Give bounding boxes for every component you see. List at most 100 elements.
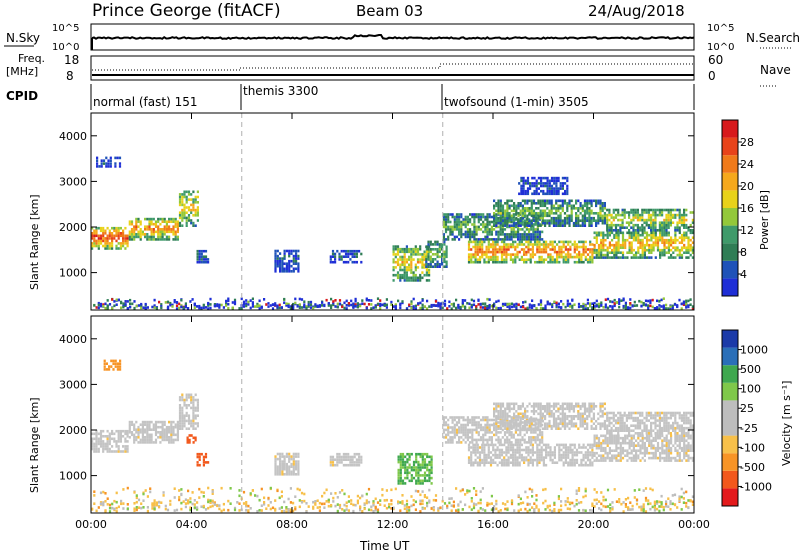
scatter-cell <box>641 226 644 229</box>
scatter-cell <box>467 240 471 244</box>
scatter-cell <box>584 451 587 454</box>
scatter-cell <box>144 225 147 228</box>
scatter-cell <box>529 243 532 246</box>
scatter-cell <box>342 255 345 258</box>
scatter-cell <box>506 212 509 215</box>
scatter-cell <box>112 362 115 365</box>
scatter-cell <box>589 451 592 454</box>
scatter-cell <box>528 235 531 239</box>
scatter-cell <box>436 263 439 266</box>
colorbar-segment <box>722 155 738 173</box>
scatter-cell <box>516 451 519 454</box>
scatter-cell <box>137 225 140 228</box>
scatter-cell <box>497 238 500 241</box>
scatter-cell <box>494 443 497 447</box>
scatter-cell <box>590 221 593 225</box>
scatter-cell <box>298 303 301 306</box>
scatter-cell <box>349 455 352 459</box>
scatter-cell <box>478 456 482 459</box>
scatter-cell <box>509 245 512 249</box>
scatter-cell <box>564 456 567 459</box>
scatter-cell <box>137 436 140 439</box>
scatter-cell <box>124 450 127 453</box>
scatter-cell <box>506 431 509 434</box>
scatter-cell <box>107 165 110 168</box>
scatter-cell <box>654 208 657 212</box>
scatter-cell <box>558 255 561 259</box>
scatter-cell <box>399 452 402 456</box>
scatter-cell <box>617 454 620 457</box>
scatter-cell <box>117 226 120 230</box>
scatter-cell <box>560 456 563 459</box>
scatter-cell <box>274 457 277 461</box>
scatter-cell <box>442 215 445 219</box>
scatter-cell <box>669 213 672 217</box>
scatter-cell <box>519 233 522 236</box>
scatter-cell <box>586 453 590 457</box>
scatter-cell <box>520 189 523 193</box>
scatter-cell <box>453 215 456 219</box>
scatter-cell <box>462 418 465 422</box>
scatter-cell <box>573 245 576 249</box>
scatter-cell <box>472 303 476 307</box>
scatter-cell <box>383 302 386 306</box>
scatter-cell <box>494 456 497 459</box>
scatter-cell <box>183 417 186 420</box>
scatter-cell <box>181 193 184 196</box>
scatter-cell <box>665 238 668 242</box>
scatter-cell <box>96 165 99 168</box>
scatter-cell <box>678 229 681 232</box>
scatter-cell <box>547 243 550 246</box>
scatter-cell <box>621 246 625 249</box>
scatter-cell <box>568 204 571 208</box>
scatter-cell <box>379 307 382 310</box>
scatter-cell <box>589 260 592 264</box>
scatter-cell <box>663 238 666 242</box>
scatter-cell <box>192 201 195 204</box>
scatter-cell <box>118 165 122 168</box>
scatter-cell <box>575 221 578 225</box>
scatter-cell <box>196 409 199 412</box>
scatter-cell <box>505 260 508 264</box>
scatter-cell <box>111 234 114 238</box>
scatter-cell <box>281 470 284 474</box>
scatter-cell <box>551 458 554 462</box>
scatter-cell <box>471 223 474 226</box>
scatter-cell <box>601 202 604 205</box>
scatter-cell <box>399 247 402 251</box>
scatter-cell <box>497 199 500 203</box>
scatter-cell <box>475 441 478 444</box>
scatter-cell <box>119 362 122 365</box>
scatter-cell <box>575 207 578 210</box>
scatter-cell <box>540 184 543 188</box>
scatter-cell <box>500 453 504 457</box>
scatter-cell <box>546 202 549 205</box>
scatter-cell <box>571 458 574 462</box>
scatter-cell <box>532 436 535 439</box>
scatter-cell <box>600 456 603 460</box>
scatter-cell <box>196 463 199 467</box>
scatter-cell <box>542 189 545 193</box>
scatter-cell <box>506 219 509 222</box>
scatter-cell <box>524 307 527 310</box>
scatter-cell <box>652 223 655 227</box>
scatter-cell <box>626 436 629 440</box>
scatter-cell <box>103 368 106 371</box>
scatter-cell <box>641 238 644 242</box>
scatter-cell <box>524 221 527 225</box>
scatter-cell <box>466 428 469 432</box>
scatter-cell <box>285 304 288 307</box>
scatter-cell <box>340 255 343 258</box>
scatter-cell <box>685 256 688 259</box>
scatter-cell <box>499 216 502 220</box>
scatter-cell <box>577 221 580 225</box>
scatter-cell <box>417 302 420 305</box>
scatter-cell <box>532 209 536 213</box>
scatter-cell <box>516 448 519 452</box>
scatter-cell <box>544 192 547 196</box>
scatter-cell <box>114 156 117 160</box>
scatter-cell <box>541 202 544 205</box>
scatter-cell <box>669 221 672 224</box>
scatter-cell <box>178 203 182 207</box>
scatter-cell <box>494 461 497 464</box>
